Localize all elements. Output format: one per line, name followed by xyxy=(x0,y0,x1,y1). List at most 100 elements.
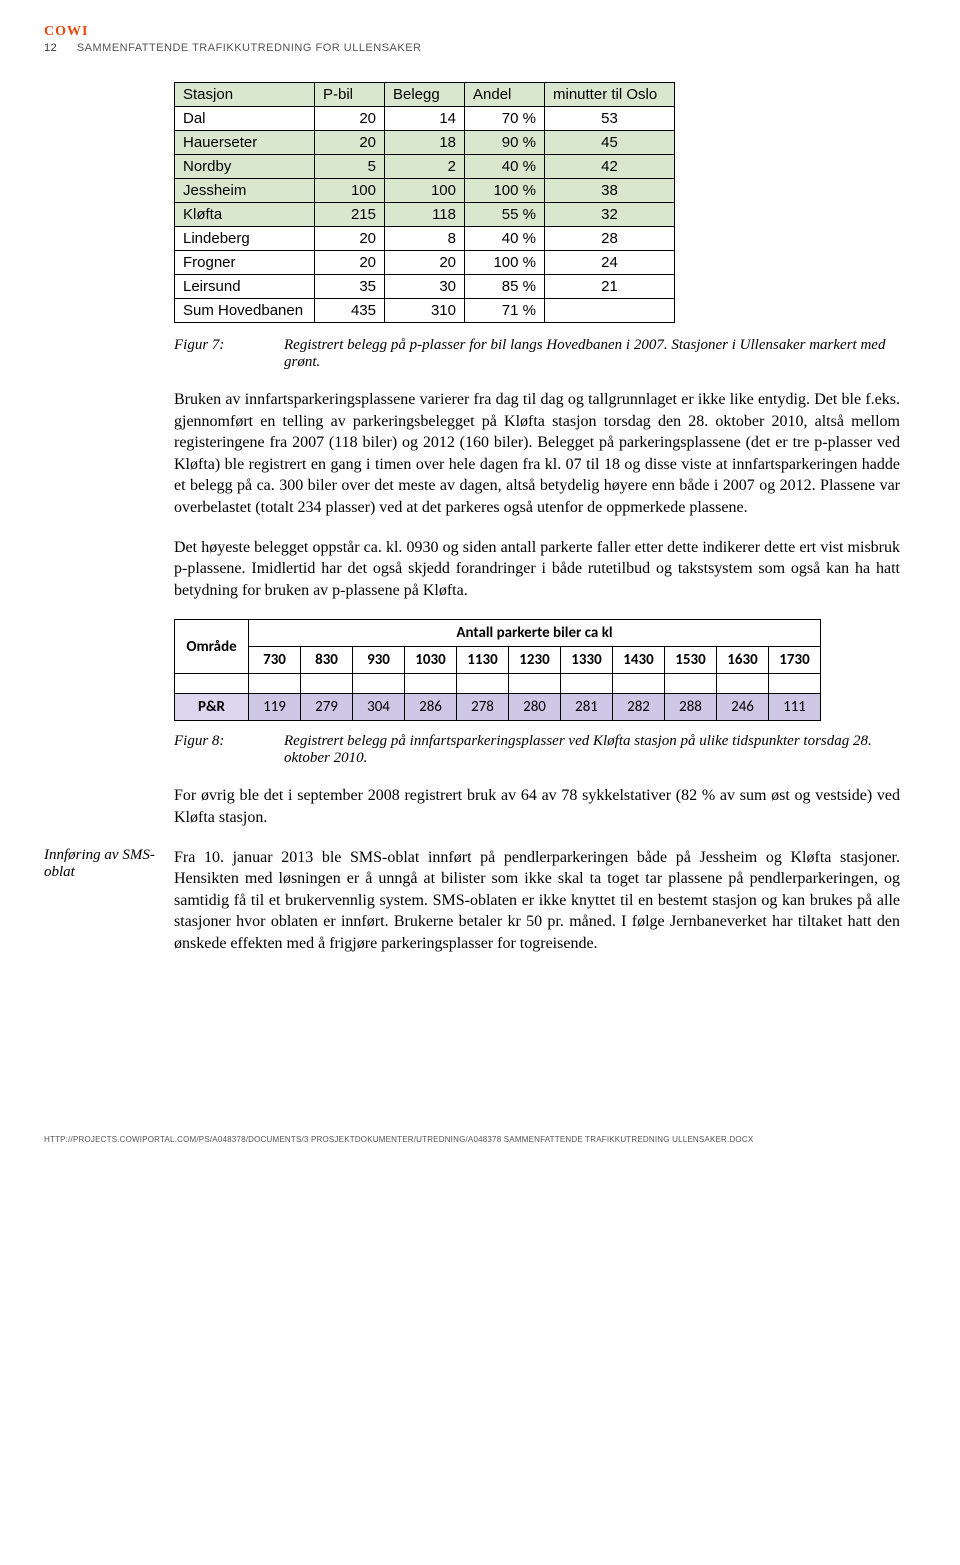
table2-spacer-cell xyxy=(561,674,613,694)
table2-time-header: 930 xyxy=(353,647,405,674)
stations-table: StasjonP-bilBeleggAndelminutter til Oslo… xyxy=(174,82,675,323)
table1-cell: 40 % xyxy=(465,227,545,251)
hourly-table: OmrådeAntall parkerte biler ca kl7308309… xyxy=(174,619,821,721)
table1-cell: Lindeberg xyxy=(175,227,315,251)
table-row: Nordby5240 %42 xyxy=(175,155,675,179)
table2-time-header: 730 xyxy=(249,647,301,674)
table1-cell: 20 xyxy=(315,251,385,275)
table1-cell: 100 % xyxy=(465,251,545,275)
table-row: P&R119279304286278280281282288246111 xyxy=(175,694,821,721)
table2-spacer-cell xyxy=(717,674,769,694)
table1-cell: 40 % xyxy=(465,155,545,179)
table2-cell: 278 xyxy=(457,694,509,721)
table1-header-cell: Andel xyxy=(465,83,545,107)
table1-cell: 20 xyxy=(315,107,385,131)
table1-cell: 35 xyxy=(315,275,385,299)
figure-8-caption: Registrert belegg på innfartsparkeringsp… xyxy=(284,733,900,767)
table2-time-header: 1330 xyxy=(561,647,613,674)
table2-spacer-cell xyxy=(353,674,405,694)
table1-cell: 28 xyxy=(545,227,675,251)
table2-time-header: 1630 xyxy=(717,647,769,674)
table-row: Frogner2020100 %24 xyxy=(175,251,675,275)
table1-cell: 100 xyxy=(385,179,465,203)
table1-cell: Dal xyxy=(175,107,315,131)
table2-spacer-cell xyxy=(509,674,561,694)
table2-time-header: 830 xyxy=(301,647,353,674)
table2-spacer-cell xyxy=(613,674,665,694)
table1-cell: 21 xyxy=(545,275,675,299)
table2-cell: 111 xyxy=(769,694,821,721)
table1-cell: Frogner xyxy=(175,251,315,275)
table2-time-header: 1130 xyxy=(457,647,509,674)
table-row: Jessheim100100100 %38 xyxy=(175,179,675,203)
table1-cell: 70 % xyxy=(465,107,545,131)
figure-7-label: Figur 7: xyxy=(174,337,284,371)
table2-spacer-cell xyxy=(175,674,249,694)
paragraph-3: For øvrig ble det i september 2008 regis… xyxy=(174,785,900,828)
table2-spacer-cell xyxy=(769,674,821,694)
table1-cell: 8 xyxy=(385,227,465,251)
table-row: Leirsund353085 %21 xyxy=(175,275,675,299)
figure-7: Figur 7: Registrert belegg på p-plasser … xyxy=(174,337,900,371)
table1-cell: 100 % xyxy=(465,179,545,203)
sidebar-body: Fra 10. januar 2013 ble SMS-oblat innfør… xyxy=(174,847,900,955)
table1-cell: 38 xyxy=(545,179,675,203)
table2-cell: 280 xyxy=(509,694,561,721)
table2-cell: 281 xyxy=(561,694,613,721)
table1-cell: 85 % xyxy=(465,275,545,299)
table1-cell xyxy=(545,299,675,323)
table2-cell: 246 xyxy=(717,694,769,721)
table1-cell: 310 xyxy=(385,299,465,323)
table2-spacer-cell xyxy=(405,674,457,694)
table2-cell: 304 xyxy=(353,694,405,721)
table-row: Lindeberg20840 %28 xyxy=(175,227,675,251)
table2-cell: 288 xyxy=(665,694,717,721)
table1-cell: Sum Hovedbanen xyxy=(175,299,315,323)
table2-span-header: Antall parkerte biler ca kl xyxy=(249,620,821,647)
page-number: 12 xyxy=(44,42,57,54)
table2-area-header: Område xyxy=(175,620,249,674)
table1-cell: 55 % xyxy=(465,203,545,227)
table2-time-header: 1430 xyxy=(613,647,665,674)
table2-cell: 282 xyxy=(613,694,665,721)
table-row: Hauerseter201890 %45 xyxy=(175,131,675,155)
table1-cell: 42 xyxy=(545,155,675,179)
table1-cell: Hauerseter xyxy=(175,131,315,155)
table1-cell: 20 xyxy=(315,227,385,251)
table2-time-header: 1530 xyxy=(665,647,717,674)
table-row: Dal201470 %53 xyxy=(175,107,675,131)
table2-cell: 279 xyxy=(301,694,353,721)
table2-time-header: 1230 xyxy=(509,647,561,674)
table1-cell: Nordby xyxy=(175,155,315,179)
table1-cell: 32 xyxy=(545,203,675,227)
table1-header-cell: P-bil xyxy=(315,83,385,107)
table1-cell: 5 xyxy=(315,155,385,179)
table2-cell: 286 xyxy=(405,694,457,721)
page: COWI 12 SAMMENFATTENDE TRAFIKKUTREDNING … xyxy=(0,0,960,1184)
table1-header-cell: Stasjon xyxy=(175,83,315,107)
figure-8-label: Figur 8: xyxy=(174,733,284,767)
table1-cell: Kløfta xyxy=(175,203,315,227)
table1-cell: 215 xyxy=(315,203,385,227)
table-row: Sum Hovedbanen43531071 % xyxy=(175,299,675,323)
table1-cell: 24 xyxy=(545,251,675,275)
table2-spacer-cell xyxy=(457,674,509,694)
table2-time-header: 1730 xyxy=(769,647,821,674)
table1-cell: Leirsund xyxy=(175,275,315,299)
page-header: 12 SAMMENFATTENDE TRAFIKKUTREDNING FOR U… xyxy=(44,42,900,54)
paragraph-2: Det høyeste belegget oppstår ca. kl. 093… xyxy=(174,537,900,602)
table2-spacer-cell xyxy=(249,674,301,694)
table1-cell: 18 xyxy=(385,131,465,155)
table-row: Kløfta21511855 %32 xyxy=(175,203,675,227)
table1-cell: 71 % xyxy=(465,299,545,323)
table-1-wrap: StasjonP-bilBeleggAndelminutter til Oslo… xyxy=(174,82,900,323)
table1-header-cell: Belegg xyxy=(385,83,465,107)
table1-cell: Jessheim xyxy=(175,179,315,203)
table1-header-cell: minutter til Oslo xyxy=(545,83,675,107)
footer-path: HTTP://PROJECTS.COWIPORTAL.COM/PS/A04837… xyxy=(44,1135,900,1144)
table1-cell: 2 xyxy=(385,155,465,179)
paragraph-1: Bruken av innfartsparkeringsplassene var… xyxy=(174,389,900,519)
table2-spacer-cell xyxy=(301,674,353,694)
table2-cell: 119 xyxy=(249,694,301,721)
table1-cell: 118 xyxy=(385,203,465,227)
